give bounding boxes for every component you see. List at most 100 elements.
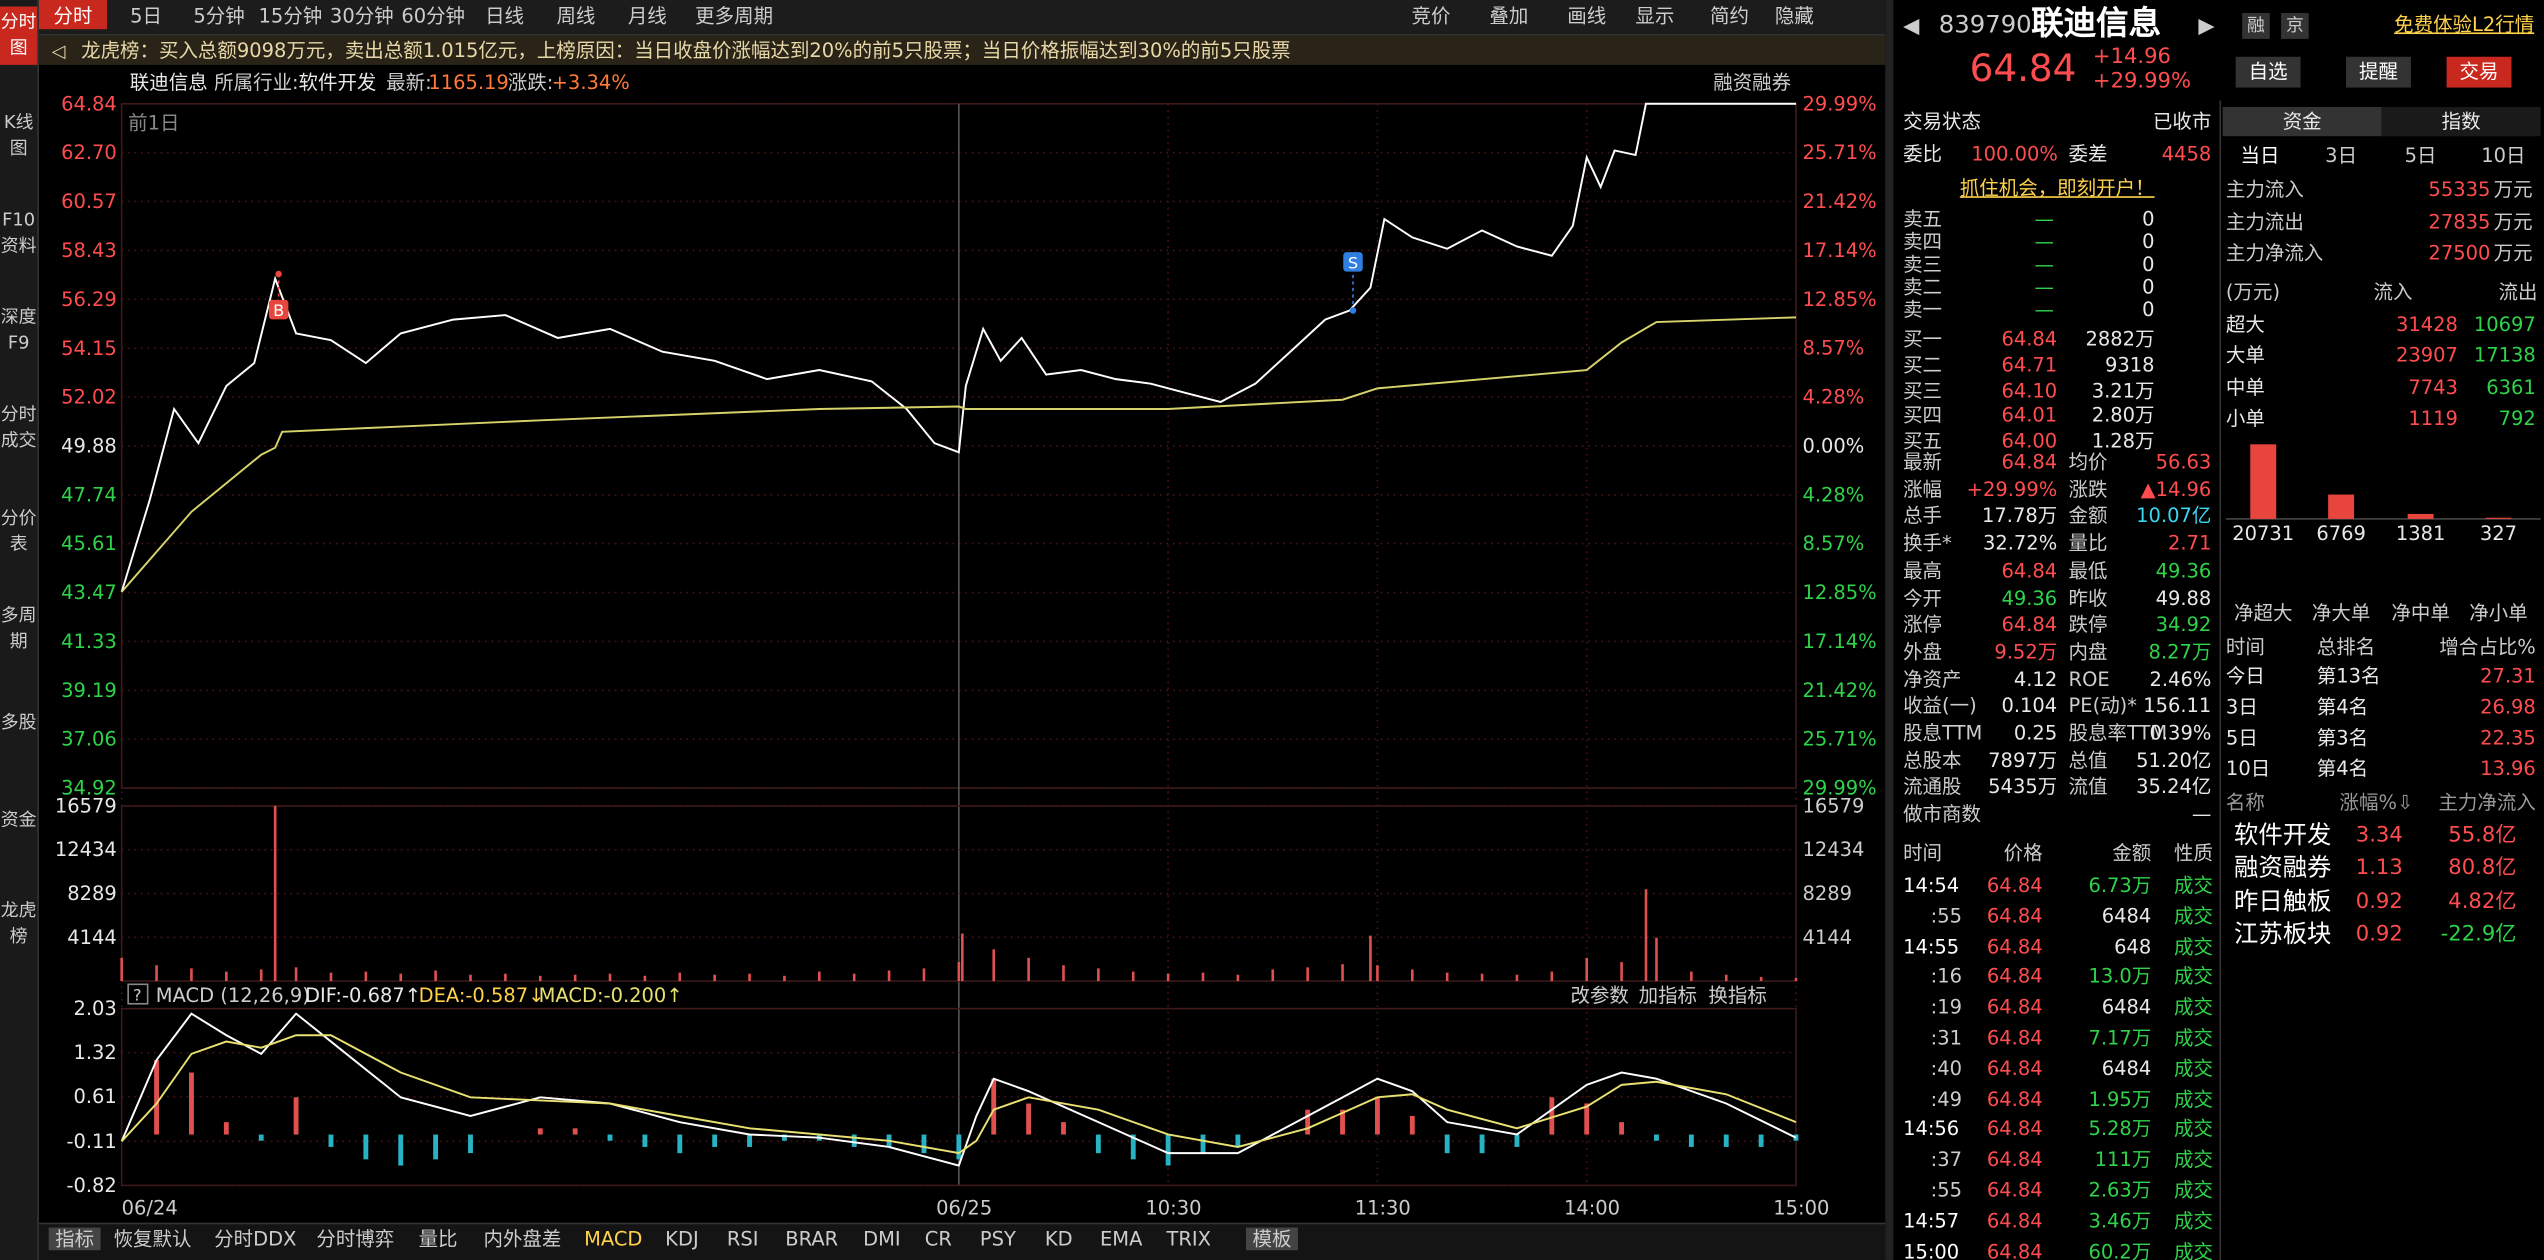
toolbar-bg [38, 0, 1886, 36]
toolbar-button[interactable]: 显示 [1635, 4, 1675, 28]
label: 8.27万 [2148, 640, 2212, 664]
label: 成交 [2174, 995, 2213, 1019]
side-tab[interactable]: 分时图 [0, 6, 38, 65]
sector-name[interactable]: 昨日触板 [2234, 886, 2332, 916]
period-tab[interactable]: 10日 [2481, 144, 2526, 168]
side-tab[interactable]: 多股 [0, 711, 37, 733]
label: — [2034, 207, 2054, 231]
side-tab[interactable]: 分时成交 [0, 403, 37, 451]
period-tab[interactable]: 当日 [2240, 144, 2280, 168]
indicator-tab[interactable]: 分时DDX [214, 1227, 297, 1251]
button[interactable]: 提醒 [2345, 56, 2411, 88]
label: 4.82亿 [2448, 889, 2517, 914]
period-tab[interactable]: 5日 [2404, 144, 2437, 168]
y-tick-label: 4144 [67, 926, 117, 949]
indicator-tab[interactable]: TRIX [1166, 1227, 1212, 1251]
toolbar-button[interactable]: 隐藏 [1774, 4, 1814, 28]
label: 主力流出 [2225, 209, 2304, 233]
indicator-tab[interactable]: KD [1044, 1227, 1073, 1251]
label: 融 [2242, 12, 2270, 39]
toolbar-button[interactable]: 简约 [1710, 4, 1749, 28]
button[interactable]: 交易 [2446, 56, 2512, 88]
indicator-tab[interactable]: MACD [584, 1227, 643, 1251]
indicator-tab[interactable]: DMI [863, 1227, 901, 1251]
sector-name[interactable]: 融资融券 [2234, 853, 2332, 883]
volume-bar [434, 970, 437, 982]
side-tab[interactable]: 资金 [0, 809, 37, 831]
toolbar-tab[interactable]: 30分钟 [329, 4, 394, 28]
button[interactable]: 自选 [2235, 56, 2301, 88]
label: 14:56 [1903, 1117, 1960, 1141]
indicator-action[interactable]: 改参数 [1570, 984, 1629, 1008]
volume-bar [643, 975, 647, 982]
label: 0 [2142, 252, 2155, 276]
promo-link[interactable]: 抓住机会，即刻开户！ [1959, 176, 2155, 200]
label: 超大 [2225, 312, 2265, 336]
label: 成交 [2174, 1056, 2213, 1080]
side-tab[interactable]: 多周期 [0, 604, 37, 652]
x-tick-label: 14:00 [1564, 1197, 1620, 1220]
y2-tick-label: 8.57% [1802, 532, 1864, 555]
toolbar-tab[interactable]: 日线 [485, 4, 525, 28]
indicator-tab[interactable]: KDJ [665, 1227, 699, 1251]
l2-link[interactable]: 免费体验L2行情 [2394, 12, 2535, 36]
macd-bar [1444, 1134, 1450, 1154]
toolbar-tab[interactable]: 60分钟 [401, 4, 466, 28]
sector-name[interactable]: 软件开发 [2234, 820, 2332, 850]
label: 22.35 [2480, 726, 2536, 750]
marker-dot [275, 270, 282, 278]
toolbar-tab[interactable]: 月线 [627, 4, 667, 28]
toolbar-tab[interactable]: 5日 [130, 4, 162, 28]
volume-bar [818, 971, 821, 982]
macd-bar [712, 1134, 718, 1147]
indicator-tab[interactable]: EMA [1099, 1227, 1143, 1251]
y2-tick-label: 0.00% [1802, 434, 1864, 457]
macd-bar [991, 1078, 997, 1135]
label: 10697 [2473, 312, 2536, 336]
volume-bar [1306, 967, 1309, 982]
indicator-tab[interactable]: PSY [979, 1227, 1016, 1251]
toolbar-tab[interactable]: 分时 [38, 0, 108, 30]
macd-bar [1549, 1097, 1555, 1135]
indicator-tab[interactable]: 内外盘差 [483, 1227, 562, 1251]
indicator-tab[interactable]: CR [924, 1227, 952, 1251]
indicator-tab[interactable]: 模板 [1246, 1227, 1298, 1251]
side-tab[interactable]: 分价表 [0, 507, 37, 555]
indicator-tab[interactable]: 分时博弈 [316, 1227, 395, 1251]
side-tab[interactable]: K线图 [3, 111, 34, 159]
indicator-action[interactable]: 加指标 [1638, 984, 1698, 1008]
panel-tab[interactable]: 指数 [2381, 107, 2541, 137]
volume-bar [713, 974, 716, 982]
stock-name: 联迪信息 [129, 71, 208, 95]
period-tab[interactable]: 3日 [2325, 144, 2358, 168]
toolbar-tab[interactable]: 15分钟 [258, 4, 323, 28]
margin-link[interactable]: 融资融券 [1713, 71, 1792, 95]
side-tab[interactable]: 深度F9 [0, 306, 37, 354]
toolbar-button[interactable]: 画线 [1567, 4, 1607, 28]
side-tab[interactable]: F10资料 [0, 209, 37, 257]
macd-bar [433, 1134, 439, 1160]
macd-bar [1200, 1134, 1206, 1154]
label: 卖一 [1903, 298, 1943, 322]
toolbar-tab[interactable]: 周线 [556, 4, 596, 28]
panel-tab[interactable]: 资金 [2222, 107, 2382, 137]
toolbar-tab[interactable]: 5分钟 [193, 4, 245, 28]
toolbar-button[interactable]: 叠加 [1489, 4, 1529, 28]
side-tab[interactable]: 龙虎榜 [0, 899, 37, 948]
toolbar-tab[interactable]: 更多周期 [695, 4, 774, 28]
label: DIF:-0.687↑ [305, 984, 422, 1008]
y2-tick-label: 25.71% [1802, 141, 1876, 164]
indicator-tab[interactable]: BRAR [785, 1227, 839, 1251]
toolbar-button[interactable]: 竞价 [1411, 4, 1451, 28]
indicator-action[interactable]: 换指标 [1708, 984, 1767, 1008]
indicator-tab[interactable]: 恢复默认 [113, 1227, 192, 1251]
net-flow-label: 327 [2480, 522, 2517, 545]
macd-bar [258, 1134, 264, 1141]
sector-name[interactable]: 江苏板块 [2234, 919, 2332, 949]
indicator-tab[interactable]: 指标 [48, 1227, 101, 1251]
macd-bar [328, 1134, 334, 1147]
indicator-tab[interactable]: RSI [726, 1227, 759, 1251]
label: 主力净流入 [2438, 791, 2536, 815]
indicator-tab[interactable]: 量比 [418, 1227, 458, 1251]
label: 23907 [2395, 344, 2458, 367]
